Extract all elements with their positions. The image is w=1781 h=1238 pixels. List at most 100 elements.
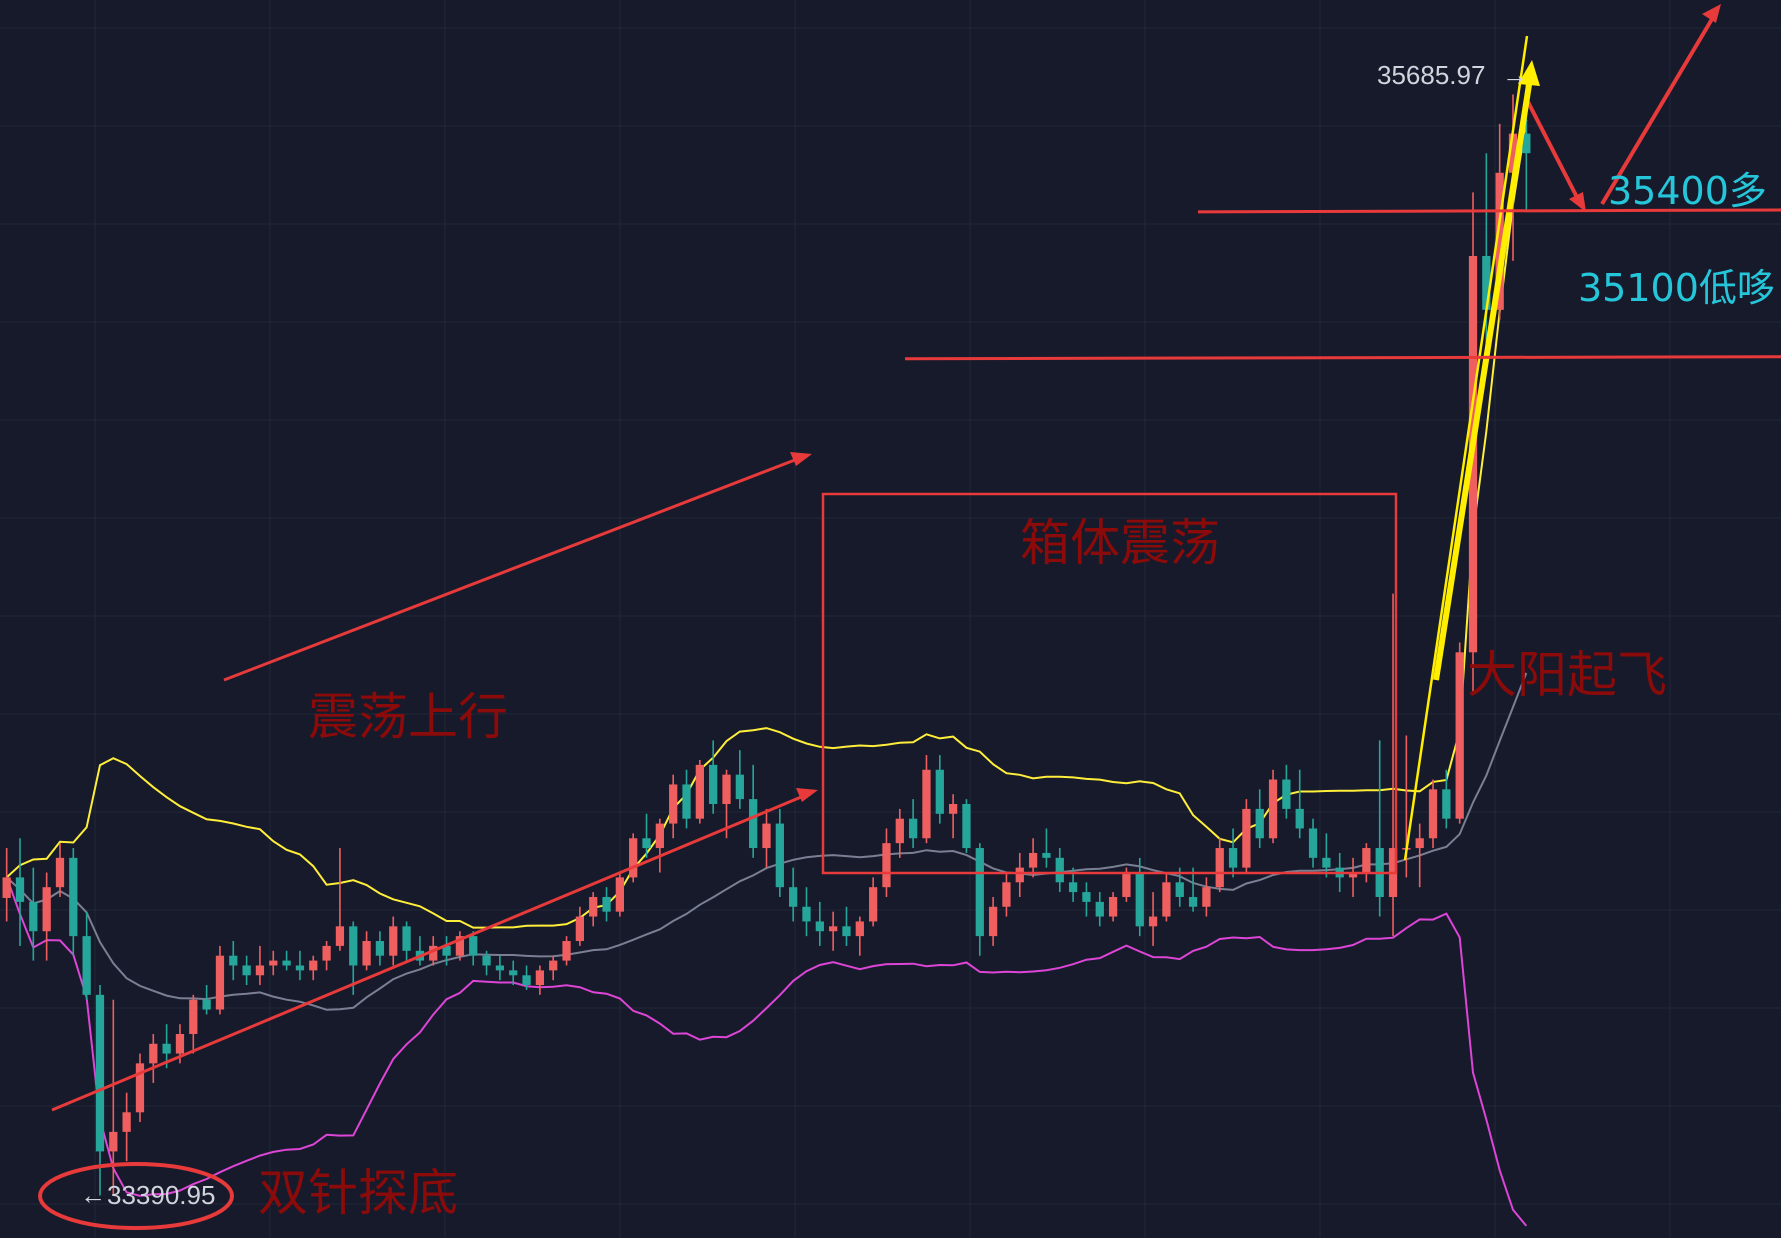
candle xyxy=(575,906,585,946)
candle xyxy=(829,911,838,951)
candle xyxy=(882,828,891,897)
candle xyxy=(1108,892,1118,922)
candle-body xyxy=(215,955,225,1010)
candle xyxy=(402,921,411,961)
candle xyxy=(682,769,691,829)
candle-body xyxy=(1495,172,1504,310)
candle xyxy=(855,916,864,956)
candle-body xyxy=(1415,838,1424,849)
candle xyxy=(309,955,318,981)
candle-body xyxy=(1068,882,1078,893)
candle xyxy=(1188,867,1198,912)
candle-body xyxy=(589,896,598,917)
candle-body xyxy=(1002,882,1011,907)
candle-body xyxy=(509,970,518,976)
candle xyxy=(482,950,491,976)
candle xyxy=(1215,838,1224,893)
candle xyxy=(549,955,558,981)
candle xyxy=(255,945,265,986)
candle xyxy=(629,833,638,883)
projection-down-line xyxy=(1525,99,1584,208)
candle-body xyxy=(615,877,624,912)
price-levels xyxy=(904,208,1781,361)
candle xyxy=(655,818,664,873)
candle-body xyxy=(429,945,438,961)
consolidation-box xyxy=(821,492,1398,875)
candle xyxy=(82,911,91,1000)
candle xyxy=(1082,882,1091,917)
candle xyxy=(242,955,251,986)
candle xyxy=(455,931,465,961)
high-price-arrow: → xyxy=(1502,60,1528,90)
candle-body xyxy=(402,926,411,951)
candle xyxy=(762,808,771,868)
candle xyxy=(122,1092,131,1162)
candle xyxy=(1322,833,1331,878)
candle xyxy=(1002,872,1011,917)
candle-body xyxy=(1028,852,1038,868)
candle xyxy=(1135,857,1144,937)
candle-body xyxy=(549,960,558,971)
chart-text: 35685.97 → ← 33390.95 震荡上行 箱体震荡 大阳起飞 双针探… xyxy=(80,60,1775,1222)
candle xyxy=(869,877,878,927)
annotation-rising-range: 震荡上行 xyxy=(308,688,508,746)
candle xyxy=(1228,828,1238,878)
candle-body xyxy=(1082,892,1091,902)
analyst-drawings xyxy=(38,4,1721,1230)
candle-body xyxy=(775,823,784,888)
candle-body xyxy=(642,838,651,849)
candle-body xyxy=(269,960,278,966)
candle xyxy=(895,808,904,858)
candle-body xyxy=(895,818,904,844)
candle-body xyxy=(1015,867,1024,883)
candle xyxy=(1028,838,1038,878)
candle-body xyxy=(735,774,744,800)
candle xyxy=(1415,823,1424,888)
candle-body xyxy=(322,945,331,961)
candle-body xyxy=(109,1131,118,1152)
level-line-35100 xyxy=(904,355,1781,361)
candle xyxy=(1202,877,1211,917)
candle xyxy=(735,750,744,809)
candle-body xyxy=(975,848,984,937)
candle-body xyxy=(202,999,211,1010)
candle xyxy=(948,794,958,839)
projection-up-arrowhead xyxy=(1702,4,1721,23)
candle xyxy=(1482,153,1491,359)
candle-body xyxy=(629,838,638,878)
candle-body xyxy=(162,1043,171,1054)
candle-body xyxy=(855,921,864,937)
candle-body xyxy=(362,941,371,966)
candle-body xyxy=(722,774,731,805)
candle-body xyxy=(815,921,824,932)
candle-body xyxy=(1482,255,1491,310)
candle-body xyxy=(42,887,51,932)
low-price-label: 33390.95 xyxy=(107,1180,215,1210)
candle xyxy=(909,799,918,849)
candle-body xyxy=(1522,133,1531,154)
candle-body xyxy=(1188,896,1198,907)
candle xyxy=(1308,818,1318,868)
candle-body xyxy=(82,936,91,995)
candle xyxy=(1148,892,1158,946)
candle-body xyxy=(1295,808,1304,829)
candle xyxy=(602,887,611,922)
candle-body xyxy=(1428,789,1438,839)
projection-up-line xyxy=(1600,12,1717,206)
low-price-arrow: ← xyxy=(80,1180,106,1210)
candle xyxy=(802,887,811,937)
candle xyxy=(189,994,198,1054)
candle-body xyxy=(389,926,398,956)
candle-body xyxy=(1095,901,1104,917)
candle-body xyxy=(1042,852,1051,858)
rising-resistance-line xyxy=(223,456,801,682)
candle xyxy=(1282,764,1291,819)
candle xyxy=(962,799,971,853)
candle-body xyxy=(29,901,38,932)
candle xyxy=(469,931,478,966)
candle-body xyxy=(1242,808,1251,868)
candle-body xyxy=(1268,779,1278,839)
candle xyxy=(815,901,824,946)
candle-body xyxy=(762,823,771,849)
